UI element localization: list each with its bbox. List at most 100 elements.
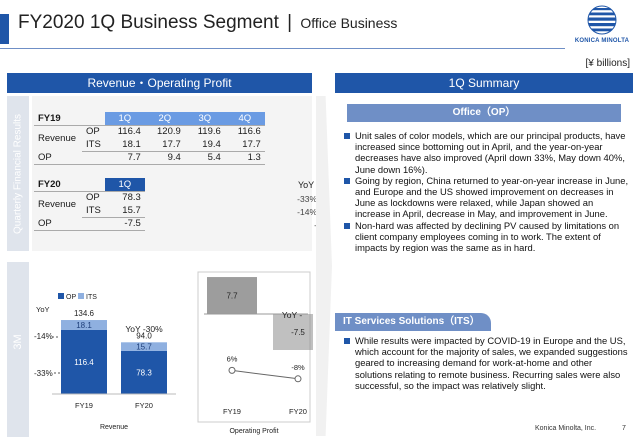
fy19-op-label: OP	[86, 126, 100, 138]
profit-value: 7.7	[226, 292, 238, 301]
fy20-profit-q1: -7.5	[104, 217, 145, 231]
revenue-its-bar	[61, 320, 107, 330]
title-main: FY2020 1Q Business Segment	[18, 12, 279, 33]
fy20-yoy-profit: -	[314, 220, 317, 230]
fy20-op-q1: 78.3	[122, 192, 141, 204]
revenue-its-bar	[121, 342, 167, 351]
three-month-charts: OP ITS YoY -14% -33% 116.4 18.1 134.6 FY19 78.3 15…	[32, 262, 323, 437]
legend-op-label: OP	[66, 294, 76, 301]
side-label-quarterly: Quarterly Financial Results	[7, 96, 29, 251]
fy19-its-q2: 17.7	[144, 138, 185, 152]
side-label-3m-text: 3M	[12, 334, 24, 350]
profit-bar	[207, 277, 257, 314]
profit-category-label: FY20	[289, 407, 307, 416]
legend-op-swatch	[58, 293, 64, 299]
office-bullet: Non-hard was affected by declining PV ca…	[343, 220, 629, 254]
revenue-total-label: 94.0	[136, 331, 152, 340]
fy20-q1-header: 1Q	[104, 178, 145, 192]
profit-value: -7.5	[291, 328, 305, 337]
revenue-its-value: 18.1	[76, 321, 92, 330]
fy19-its-label: ITS	[82, 138, 105, 152]
fy19-its-q1: 18.1	[104, 138, 145, 152]
title-underline	[0, 48, 565, 49]
revenue-axis-label: Revenue	[100, 424, 128, 431]
margin-line	[231, 369, 299, 380]
fy19-q3-header: 3Q	[184, 112, 225, 126]
profit-yoy-annotation: YoY -	[282, 310, 302, 320]
fy20-its-q1: 15.7	[104, 204, 145, 218]
office-section-title: Office（OP）	[347, 104, 621, 122]
fy19-label: FY19	[34, 112, 82, 126]
right-panel-header: 1Q Summary	[335, 73, 633, 93]
left-panel-header: Revenue・Operating Profit	[7, 73, 312, 93]
charts-svg: OP ITS YoY -14% -33% 116.4 18.1 134.6 FY19 78.3 15…	[34, 271, 323, 435]
side-label-3m: 3M	[7, 262, 29, 437]
revenue-yoy-its: -14%	[34, 332, 53, 341]
blank-cell	[82, 217, 105, 231]
title-separator: |	[287, 12, 293, 33]
blank-cell	[82, 178, 105, 192]
fy19-its-q4: 17.7	[224, 138, 265, 152]
legend-its-label: ITS	[86, 294, 97, 301]
fy19-profit-q1: 7.7	[104, 151, 145, 165]
fy20-revenue-label: Revenue	[38, 198, 77, 210]
fy19-profit-q2: 9.4	[144, 151, 185, 165]
fy20-yoy-its: -14%	[297, 207, 317, 217]
fy20-table: FY20 1Q Revenue OP 78.3 ITS 15.7 OP -7.5	[34, 178, 145, 231]
office-bullets: Unit sales of color models, which are ou…	[343, 130, 629, 253]
title-accent-bar	[0, 14, 9, 44]
revenue-category-label: FY20	[135, 401, 153, 410]
fy20-label: FY20	[34, 178, 82, 192]
page-number: 7	[622, 425, 626, 432]
chevron-arrow	[316, 96, 332, 436]
fy19-op-q4: 116.6	[237, 126, 261, 138]
revenue-op-value: 78.3	[136, 368, 152, 377]
margin-point	[294, 375, 302, 383]
margin-point	[228, 366, 236, 374]
fy19-its-q3: 19.4	[184, 138, 225, 152]
legend-its-swatch	[78, 293, 84, 299]
blank-cell	[82, 112, 105, 126]
fy19-profit-q4: 1.3	[224, 151, 265, 165]
fy19-profit-q3: 5.4	[184, 151, 225, 165]
company-logo: KONICA MINOLTA	[566, 4, 638, 48]
fy19-op-q1: 116.4	[117, 126, 141, 138]
footer-company: Konica Minolta, Inc.	[535, 425, 597, 432]
revenue-yoy-header: YoY	[36, 305, 50, 314]
unit-label: [¥ billions]	[585, 58, 630, 69]
revenue-total-label: 134.6	[74, 309, 95, 318]
office-bullet: Going by region, China returned to year-…	[343, 175, 629, 220]
margin-label: -8%	[291, 363, 305, 372]
fy19-op-q3: 119.6	[197, 126, 221, 138]
fy19-q4-header: 4Q	[224, 112, 265, 126]
its-bullets: While results were impacted by COVID-19 …	[343, 335, 629, 391]
fy19-q1-header: 1Q	[104, 112, 145, 126]
revenue-op-bar	[121, 350, 167, 394]
fy19-op-row-label: OP	[34, 151, 82, 165]
side-label-quarterly-text: Quarterly Financial Results	[12, 113, 24, 234]
fy20-op-row-label: OP	[34, 217, 82, 231]
title-bar: FY2020 1Q Business Segment | Office Busi…	[0, 0, 640, 52]
fy20-op-label: OP	[86, 192, 100, 204]
revenue-its-value: 15.7	[136, 343, 152, 352]
margin-label: 6%	[227, 354, 238, 363]
revenue-yoy-annotation: YoY -30%	[125, 324, 163, 334]
office-bullet: Unit sales of color models, which are ou…	[343, 130, 629, 175]
its-bullet: While results were impacted by COVID-19 …	[343, 335, 629, 391]
summary-panel: Office（OP） Unit sales of color models, w…	[335, 96, 633, 437]
fy19-revenue-label: Revenue	[38, 132, 77, 144]
logo-text: KONICA MINOLTA	[574, 38, 630, 44]
logo-globe-icon	[587, 5, 617, 35]
revenue-op-bar	[61, 329, 107, 394]
fy20-yoy-header: YoY	[298, 180, 315, 190]
page-title: FY2020 1Q Business Segment | Office Busi…	[18, 12, 397, 34]
its-section-title: IT Services Solutions（ITS）	[335, 313, 491, 331]
fy20-yoy-op: -33%	[297, 194, 317, 204]
fy19-op-q2: 120.9	[157, 126, 181, 138]
revenue-yoy-op: -33%	[34, 369, 53, 378]
profit-category-label: FY19	[223, 407, 241, 416]
revenue-category-label: FY19	[75, 401, 93, 410]
fy20-its-label: ITS	[82, 204, 105, 218]
quarterly-results-panel: FY19 1Q 2Q 3Q 4Q Revenue OP 116.4 120.9 …	[32, 96, 312, 251]
fy19-q2-header: 2Q	[144, 112, 185, 126]
